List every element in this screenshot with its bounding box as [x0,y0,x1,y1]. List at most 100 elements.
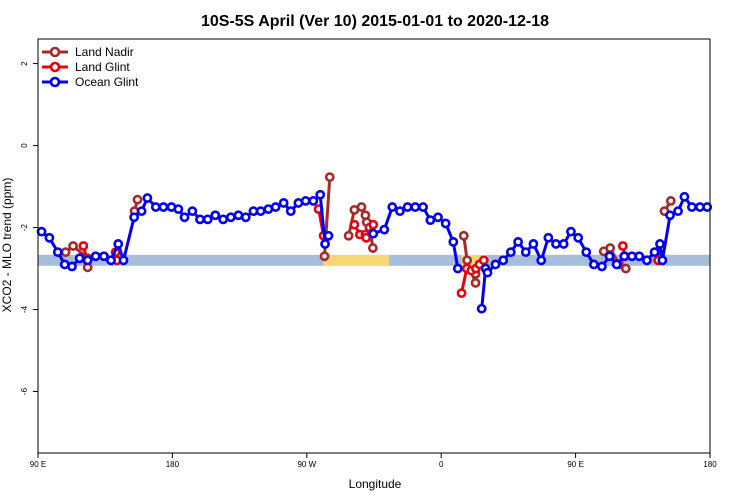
plot-frame [37,38,711,454]
legend-label: Land Glint [75,60,130,74]
ocean-glint-point [425,215,436,226]
land-nadir-point [462,255,473,266]
y-tick-label: -2 [20,223,29,231]
ocean-glint-point [36,226,47,237]
ocean-glint-point [142,193,153,203]
ocean-glint-point [604,251,615,262]
ocean-glint-point [611,259,622,270]
ocean-glint-point [368,228,379,239]
land-glint-point [349,219,360,230]
ocean-glint-point [210,210,221,221]
land-nadir-point [324,172,335,183]
ocean-glint-point [573,232,584,243]
band-segment-3 [461,254,486,266]
ocean-glint-point [566,226,576,237]
ocean-glint-point [686,202,697,212]
ocean-glint-point [597,261,607,272]
ocean-glint-point [52,247,63,258]
ocean-glint-point [74,253,85,264]
legend-entry-ocean-glint: Ocean Glint [42,75,139,89]
ocean-glint-point [136,206,147,217]
ocean-glint-point [655,239,665,249]
ocean-glint-point [106,255,116,266]
band-segment-2 [388,254,462,266]
ocean-glint-point [218,214,229,225]
ocean-glint-point [129,212,140,223]
land-glint-point [78,241,89,251]
ocean-glint-point [387,202,398,212]
ocean-glint-point [649,247,660,258]
ocean-glint-point [448,237,459,247]
land-nadir-point [620,263,631,274]
legend-swatch-marker [49,46,61,58]
ocean-glint-point [323,230,334,241]
ocean-glint-point [240,212,251,223]
land-glint-point [368,219,379,230]
ocean-glint-point [202,214,213,225]
ocean-glint-point [498,255,509,266]
ocean-glint-point [551,239,561,249]
y-tick-label: 2 [20,61,29,66]
ocean-glint-point [90,251,101,262]
legend-label: Land Nadir [75,45,134,59]
ocean-glint-point [679,191,690,202]
ocean-glint-point [702,202,713,212]
band-segment-4 [486,254,710,266]
ocean-glint-point [505,247,516,258]
ocean-glint-point [452,263,463,274]
ocean-glint-point [665,210,675,221]
legend-swatch-marker [49,61,61,73]
ocean-glint-point [543,232,554,243]
ocean-glint-point [528,239,539,249]
y-tick-label: 0 [20,143,29,148]
ocean-glint-point [581,247,592,258]
ocean-glint-point [588,259,599,270]
ocean-glint-point [187,206,198,217]
ocean-glint-point [98,251,109,262]
ocean-glint-point [179,212,190,223]
land-nadir-point [665,196,676,206]
ocean-glint-point [195,214,205,225]
x-tick-label: 0 [439,460,444,469]
ocean-glint-point [315,189,326,200]
land-glint-point [617,241,628,251]
land-nadir-point [68,241,78,251]
y-tick-label: -6 [20,387,29,395]
land-glint-point [478,255,489,266]
ocean-glint-point [173,204,184,215]
ocean-glint-point [44,232,55,243]
ocean-glint-point [225,212,236,223]
ocean-glint-point [536,255,547,266]
ocean-glint-point [82,255,93,266]
land-nadir-point [132,194,143,205]
legend-label: Ocean Glint [75,75,139,89]
legend-entry-land-nadir: Land Nadir [42,45,134,59]
ocean-glint-point [634,251,645,262]
ocean-glint-point [320,239,330,249]
ocean-glint-point [619,251,630,262]
land-nadir-point [60,247,71,258]
x-tick-label: 180 [166,460,180,469]
ocean-glint-point [520,247,531,258]
legend-swatch-marker [49,76,61,88]
ocean-glint-point [642,255,652,266]
ocean-glint-point [118,255,129,266]
ocean-glint-point [476,303,487,314]
chart-title: 10S-5S April (Ver 10) 2015-01-01 to 2020… [201,13,549,30]
ocean-glint-point [113,239,124,249]
ocean-glint-point [440,218,451,229]
ocean-glint-point [513,237,524,247]
ocean-glint-point [418,202,428,212]
x-tick-label: 90 W [297,460,316,469]
land-glint-point [361,232,372,243]
ocean-glint-point [379,224,390,235]
band-segment-0 [38,254,324,266]
ocean-glint-point [255,206,266,217]
land-nadir-point [319,251,330,262]
ocean-glint-point [433,212,443,223]
land-glint-point [456,288,467,299]
ocean-glint-point [558,239,569,249]
land-nadir-point [356,202,367,212]
series-ocean-glint [36,189,713,314]
